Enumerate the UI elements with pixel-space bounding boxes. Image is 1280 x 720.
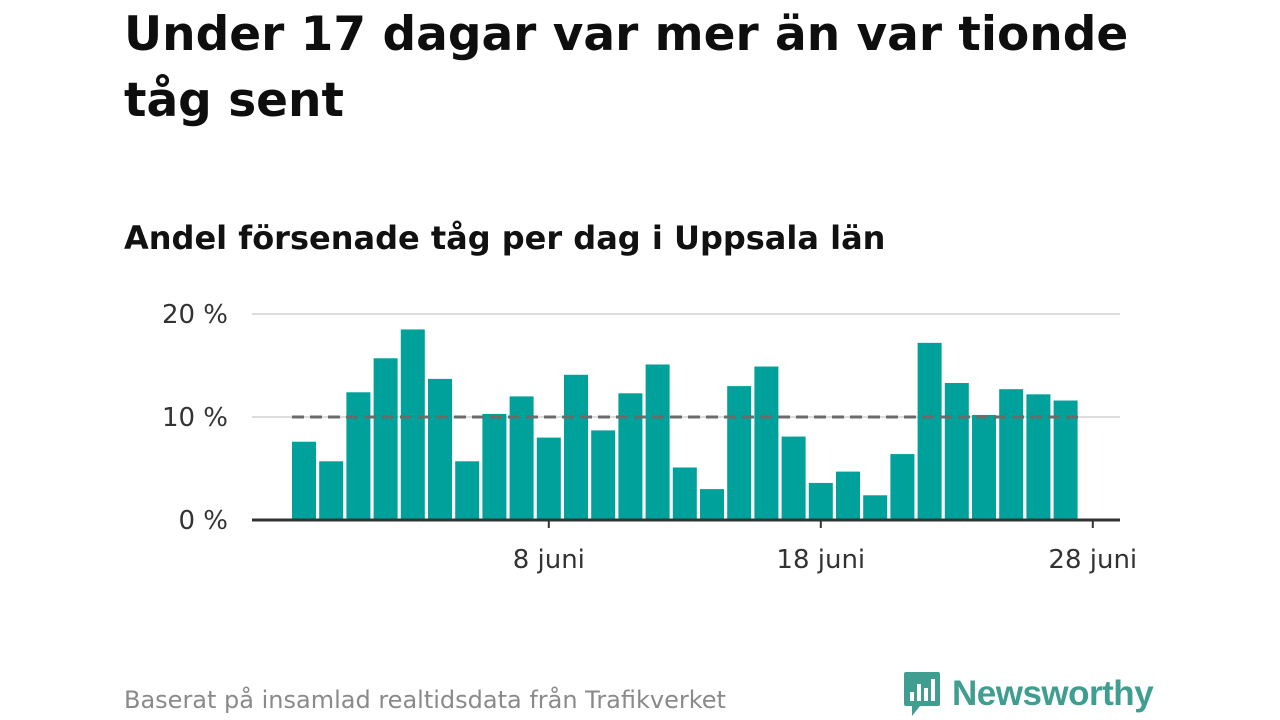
bar [591, 430, 616, 520]
bar [428, 378, 452, 520]
bar [400, 329, 425, 520]
bars [292, 329, 1078, 520]
bar [917, 342, 942, 520]
bar [999, 389, 1024, 520]
chart-subtitle: Andel försenade tåg per dag i Uppsala lä… [124, 219, 886, 257]
brand-logo: Newsworthy [902, 670, 1154, 718]
bar [319, 461, 344, 520]
bar [292, 441, 316, 520]
bar [618, 393, 643, 520]
bar [808, 482, 833, 520]
bar [373, 358, 398, 520]
bar [700, 489, 724, 520]
bar [890, 454, 915, 520]
bar [727, 386, 752, 520]
bar-chart: 0 % 10 % 20 % 8 juni 18 juni 28 juni [162, 300, 1137, 575]
source-note: Baserat på insamlad realtidsdata från Tr… [124, 686, 726, 714]
bar [972, 414, 996, 520]
x-tick-label: 18 juni [776, 545, 865, 575]
bar [672, 467, 697, 520]
bar [781, 436, 806, 520]
bar [1026, 394, 1051, 520]
bar [482, 413, 507, 520]
chart-title: Under 17 dagar var mer än var tionde tåg… [124, 7, 1129, 128]
bar [863, 495, 888, 520]
x-tick-label: 28 juni [1048, 545, 1137, 575]
bar [1053, 400, 1078, 520]
bar [944, 383, 969, 520]
bar [754, 366, 779, 520]
bar [564, 374, 588, 520]
y-tick-label: 20 % [162, 300, 228, 330]
bar [536, 437, 561, 520]
bar [455, 461, 480, 520]
axes: 0 % 10 % 20 % 8 juni 18 juni 28 juni [162, 300, 1137, 575]
newsworthy-logo-icon [904, 672, 940, 716]
brand-name: Newsworthy [952, 674, 1154, 713]
x-tick-label: 8 juni [513, 545, 585, 575]
bar [509, 396, 534, 520]
bar [836, 471, 860, 520]
y-tick-label: 10 % [162, 403, 228, 433]
y-tick-label: 0 % [178, 506, 228, 536]
bar [645, 364, 670, 520]
bar [346, 392, 371, 520]
